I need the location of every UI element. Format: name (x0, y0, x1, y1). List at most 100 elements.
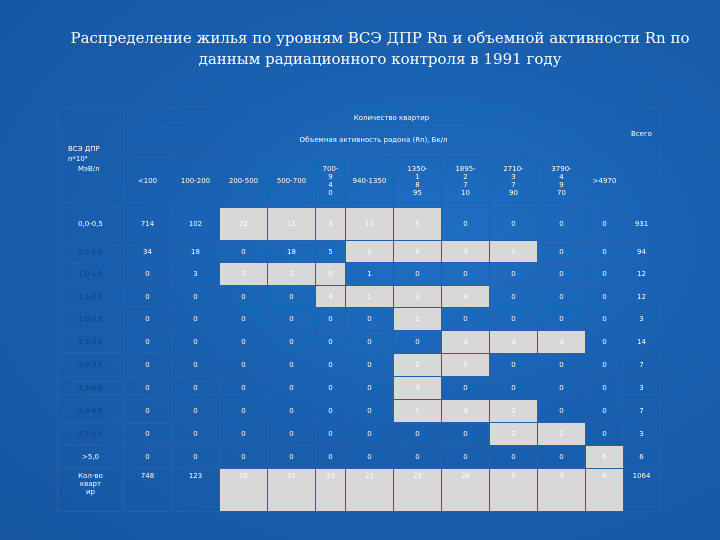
table-cell: 0 (219, 330, 268, 354)
table-cell: 102 (171, 207, 220, 241)
table-cell: 6 (585, 445, 624, 469)
table-cell: 4 (441, 285, 490, 308)
range-header: 2710- 3 7 90 (489, 152, 538, 208)
row-label: 0,0-0,5 (57, 207, 124, 241)
table-cell: 5 (441, 353, 490, 377)
quantity-header: Количество квартир (123, 107, 660, 128)
row-label: 0,5-1,0 (57, 240, 124, 263)
total-header: Всего (623, 127, 660, 208)
table-cell: 11 (267, 207, 316, 241)
table-cell: 0 (537, 207, 586, 241)
table-cell: 0 (315, 399, 346, 423)
table-cell: 1 (537, 422, 586, 446)
table-cell: 0 (219, 376, 268, 400)
table-cell: 0 (585, 307, 624, 331)
table-cell: 0 (489, 307, 538, 331)
table-cell: 0 (537, 262, 586, 286)
table-row: 3,5-4,0 0 0 0 0 0 0 3 0 0 0 0 3 (57, 376, 660, 400)
table-cell: 0 (345, 445, 394, 469)
table-cell: 0 (267, 422, 316, 446)
table-cell: 0 (393, 262, 442, 286)
table-cell: 0 (123, 376, 172, 400)
row-label: 4,5-5,0 (57, 422, 124, 446)
table-cell: 34 (123, 240, 172, 263)
row-total-cell: 931 (623, 207, 660, 241)
table-cell: 0 (537, 399, 586, 423)
table-cell: 0 (123, 445, 172, 469)
table-cell: 1 (489, 240, 538, 263)
table-cell: 0 (537, 240, 586, 263)
table-cell: 0 (537, 353, 586, 377)
table-cell: 0 (489, 376, 538, 400)
row-label: 3,5-4,0 (57, 376, 124, 400)
table-cell: 18 (171, 240, 220, 263)
table-row: 0,0-0,5 714 102 22 11 3 11 5 0 0 0 0 931 (57, 207, 660, 241)
table-cell: 31 (267, 468, 316, 512)
table-cell: 2 (489, 422, 538, 446)
table-cell: 3 (537, 330, 586, 354)
page-title: Распределение жилья по уровням ВСЭ ДПР R… (40, 28, 720, 70)
table-cell: 714 (123, 207, 172, 241)
table-cell: 0 (123, 262, 172, 286)
row-label: 3,0-3,5 (57, 353, 124, 377)
table-row: Кол-во кварт ир 748 123 25 31 10 21 23 26 9 3 6 1064 (57, 468, 660, 512)
range-header: 500-700 (267, 152, 316, 208)
table-cell: 0 (219, 353, 268, 377)
table-cell: 0 (267, 330, 316, 354)
table-cell: 0 (345, 422, 394, 446)
table-cell: 9 (489, 468, 538, 512)
table-cell: 0 (267, 307, 316, 331)
table-cell: 0 (315, 262, 346, 286)
table-cell: 0 (123, 422, 172, 446)
row-total-cell: 12 (623, 262, 660, 286)
table-cell: 18 (267, 240, 316, 263)
row-total-cell: 12 (623, 285, 660, 308)
table-cell: 0 (345, 376, 394, 400)
distribution-table: ВСЭ ДПР n*10⁴ МэВ/л Количество квартир О… (57, 107, 660, 512)
corner-line-1: ВСЭ ДПР (68, 144, 100, 153)
table-cell: 0 (267, 285, 316, 308)
row-label: 4,0-4,5 (57, 399, 124, 423)
table-cell: 0 (315, 422, 346, 446)
table-cell: 0 (441, 376, 490, 400)
table-cell: 0 (219, 307, 268, 331)
table-cell: 0 (585, 207, 624, 241)
table-cell: 21 (345, 468, 394, 512)
table-cell: 0 (537, 376, 586, 400)
table-cell: 3 (393, 285, 442, 308)
table-cell: 0 (441, 422, 490, 446)
table-cell: 0 (345, 353, 394, 377)
table-cell: 0 (585, 262, 624, 286)
table-cell: 0 (393, 445, 442, 469)
table-cell: 0 (585, 240, 624, 263)
table-cell: 0 (345, 399, 394, 423)
table-cell: 3 (315, 207, 346, 241)
row-label: 1,5-2,0 (57, 285, 124, 308)
row-total-cell: 7 (623, 353, 660, 377)
row-label: >5,0 (57, 445, 124, 469)
table-cell: 0 (585, 330, 624, 354)
table-cell: 4 (441, 399, 490, 423)
row-label: 2,0-2,5 (57, 307, 124, 331)
table-cell: 3 (441, 330, 490, 354)
row-label: Кол-во кварт ир (57, 468, 124, 512)
table-row: 4,5-5,0 0 0 0 0 0 0 0 0 2 1 0 3 (57, 422, 660, 446)
table-cell: 0 (537, 285, 586, 308)
table-cell: 3 (537, 468, 586, 512)
table-cell: 1 (393, 399, 442, 423)
row-total-cell: 14 (623, 330, 660, 354)
table-cell: 0 (267, 445, 316, 469)
table-cell: 0 (219, 445, 268, 469)
title-line-1: Распределение жилья по уровням ВСЭ ДПР R… (70, 29, 690, 47)
table-cell: 0 (345, 240, 394, 263)
table-cell: 0 (171, 307, 220, 331)
table-cell: 0 (489, 262, 538, 286)
table-cell: 8 (393, 240, 442, 263)
table-cell: 0 (585, 399, 624, 423)
table-cell: 0 (123, 330, 172, 354)
table-row: 4,0-4,5 0 0 0 0 0 0 1 4 2 0 0 7 (57, 399, 660, 423)
range-header: >4970 (585, 152, 624, 208)
table-cell: 1 (345, 262, 394, 286)
table-cell: 0 (267, 353, 316, 377)
row-total-cell: 3 (623, 422, 660, 446)
